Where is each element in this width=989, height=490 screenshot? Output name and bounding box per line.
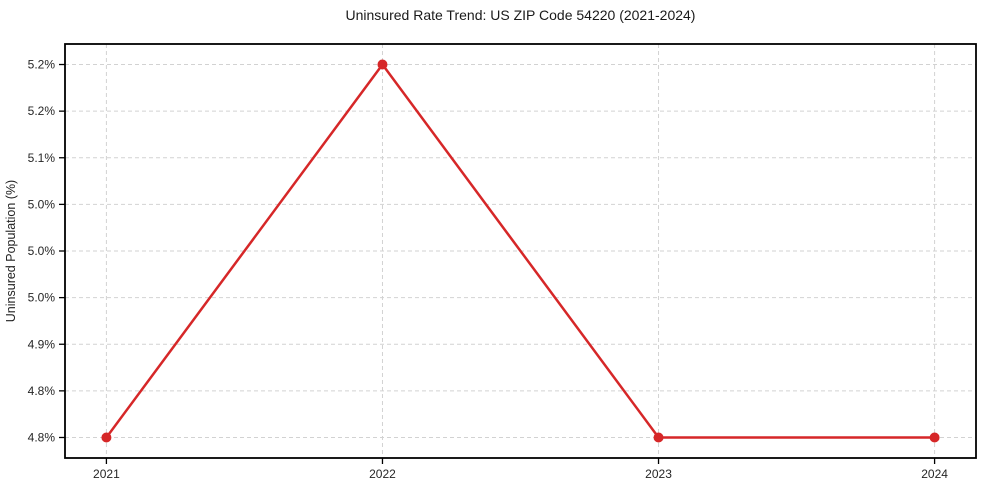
y-tick-label: 4.8% [28,384,56,398]
y-tick-label: 4.8% [28,431,56,445]
data-point [653,432,664,443]
x-tick-label: 2022 [369,467,396,481]
data-point [101,432,112,443]
x-tick-label: 2024 [921,467,948,481]
y-tick-label: 5.2% [28,104,56,118]
y-tick-label: 5.2% [28,58,56,72]
x-tick-label: 2021 [93,467,120,481]
data-point [377,59,388,70]
y-tick-label: 5.0% [28,244,56,258]
y-tick-label: 5.0% [28,197,56,211]
chart-title: Uninsured Rate Trend: US ZIP Code 54220 … [346,7,696,23]
y-tick-label: 5.1% [28,151,56,165]
data-point [929,432,940,443]
plot-area: 4.8% 4.8% 4.9% 5.0% 5.0% 5.0% 5.1% 5.2% 5.2% 2021… [28,43,977,481]
x-tick-label: 2023 [645,467,672,481]
y-tick-label: 4.9% [28,337,56,351]
data-line [105,63,936,439]
y-axis-label: Uninsured Population (%) [4,180,18,322]
y-tick-label: 5.0% [28,291,56,305]
